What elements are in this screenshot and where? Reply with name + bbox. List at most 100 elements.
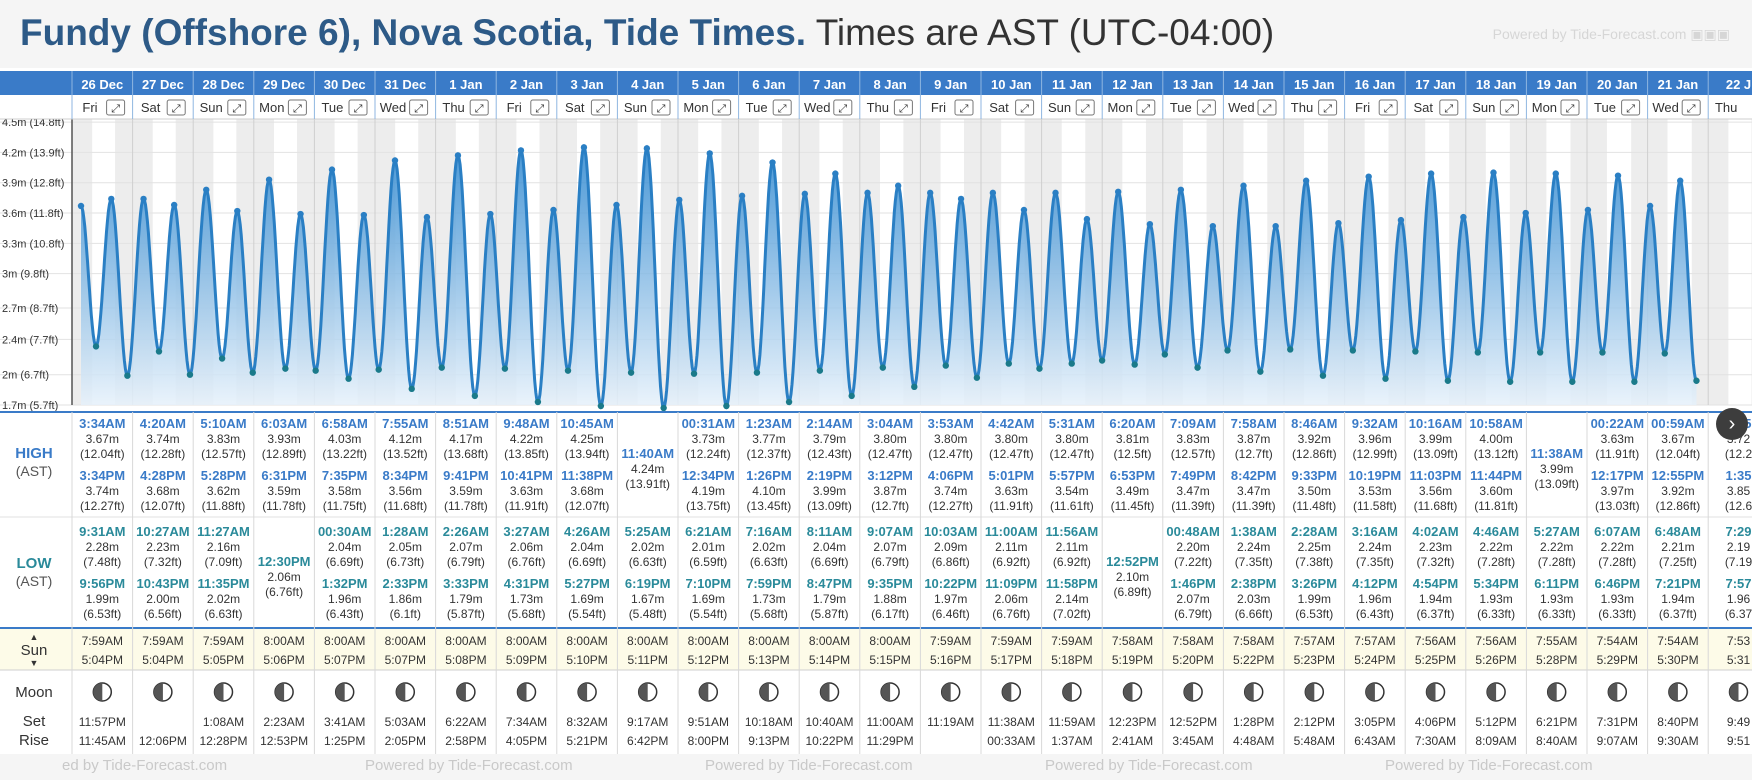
moon-shadow [638, 683, 648, 701]
tide-height-ft: (11.68ft) [1414, 499, 1458, 513]
scroll-right-arrow-icon[interactable]: › [1716, 408, 1748, 440]
tide-time: 1:38AM [1231, 524, 1277, 539]
tide-time: 5:01PM [989, 468, 1035, 483]
tide-height-ft: (12.43ft) [807, 447, 852, 461]
tide-time: 8:46AM [1291, 416, 1337, 431]
tide-time: 6:48AM [1655, 524, 1701, 539]
tide-height-m: 1.79m [449, 592, 482, 606]
moonset-time: 3:41AM [324, 715, 365, 729]
low-tide-point [186, 371, 194, 378]
tide-height-ft: (7.32ft) [1416, 555, 1454, 569]
moon-shadow [578, 683, 588, 701]
tide-height-ft: (12.04ft) [80, 447, 125, 461]
tide-time: 11:40AM [621, 446, 674, 461]
tide-time: 3:16AM [1352, 524, 1398, 539]
weekday-label: Sun [624, 100, 647, 115]
expand-icon [1196, 99, 1216, 116]
high-tide-point [454, 152, 462, 159]
tide-height-ft: (12.28ft) [141, 447, 186, 461]
tide-height-ft: (6.92ft) [992, 555, 1030, 569]
moon-shadow [1426, 683, 1436, 701]
moonset-time: 3:05PM [1354, 715, 1395, 729]
tide-time: 7:29 [1725, 524, 1751, 539]
sunset-time: 5:30PM [1657, 653, 1698, 667]
moonset-time: 11:59AM [1048, 715, 1095, 729]
high-tide-point [265, 176, 273, 183]
footer-powered-by: Powered by Tide-Forecast.com [1045, 757, 1253, 774]
date-label: 19 Jan [1536, 77, 1577, 92]
sunset-time: 5:12PM [688, 653, 729, 667]
tide-time: 2:19PM [807, 468, 853, 483]
tide-height-ft: (6.43ft) [1356, 607, 1394, 621]
tide-height-m: 4.12m [389, 432, 422, 446]
tide-height-ft: (6.69ft) [568, 555, 606, 569]
expand-arrow-icon: ⤢ [111, 103, 120, 115]
tide-height-ft: (11.75ft) [323, 499, 367, 513]
high-tide-point [706, 150, 713, 157]
tide-height-m: 4.22m [510, 432, 543, 446]
low-tide-point [438, 364, 445, 371]
moon-shadow [1547, 683, 1557, 701]
tide-height-ft: (12.86ft) [1656, 499, 1701, 513]
tide-height-m: 2.06m [995, 592, 1028, 606]
tide-time: 3:12PM [867, 468, 913, 483]
tide-height-ft: (6.79ft) [447, 555, 485, 569]
date-label: 28 Dec [203, 77, 245, 92]
tide-time: 7:57 [1725, 576, 1751, 591]
tide-time: 6:58AM [322, 416, 368, 431]
tide-height-ft: (12.7ft) [871, 499, 909, 513]
tide-time: 8:51AM [443, 416, 489, 431]
moon-shadow [335, 683, 345, 701]
moonset-time: 6:22AM [445, 715, 486, 729]
high-tide-point [77, 202, 85, 210]
tide-time: 8:34PM [383, 468, 429, 483]
tide-height-ft: (7.48ft) [83, 555, 121, 569]
tide-height-ft: (12.27ft) [80, 499, 125, 513]
tide-time: 12:55PM [1652, 468, 1705, 483]
sunrise-time: 8:00AM [445, 634, 486, 648]
tide-time: 8:47PM [807, 576, 853, 591]
tide-time: 00:31AM [682, 416, 735, 431]
high-tide-point [1272, 222, 1279, 230]
date-label: 11 Jan [1052, 77, 1092, 92]
moonrise-time: 9:51 [1727, 734, 1751, 748]
tide-time: 12:30PM [258, 554, 311, 569]
tide-height-ft: (11.39ft) [1232, 499, 1276, 513]
tide-height-m: 3.58m [328, 484, 361, 498]
tide-time: 9:56PM [80, 576, 126, 591]
tide-line [79, 143, 1698, 412]
tide-height-m: 3.79m [813, 432, 846, 446]
sunset-time: 5:15PM [869, 653, 910, 667]
sunrise-time: 7:59AM [203, 634, 244, 648]
high-tide-point [170, 201, 178, 209]
moon-shadow [396, 683, 406, 701]
expand-icon [348, 99, 368, 116]
moon-phase-icon [395, 682, 416, 702]
tide-height-ft: (7.38ft) [1295, 555, 1333, 569]
moonrise-time: 5:48AM [1294, 734, 1335, 748]
sunset-time: 5:11PM [627, 653, 667, 667]
high-tide-point [203, 186, 210, 193]
tide-time: 4:46AM [1473, 524, 1519, 539]
tide-time: 11:03PM [1409, 468, 1461, 483]
tide-height-ft: (6.46ft) [932, 607, 970, 621]
tide-time: 6:03AM [261, 416, 307, 431]
high-tide-point [989, 189, 997, 197]
expand-icon [469, 99, 489, 116]
tide-time: 9:41PM [443, 468, 489, 483]
sunrise-time: 7:59AM [82, 634, 123, 648]
low-tide-point [1506, 378, 1514, 385]
low-row-tz: (AST) [16, 573, 53, 589]
tide-time: 6:21AM [685, 524, 731, 539]
expand-arrow-icon: ⤢ [232, 103, 241, 115]
tide-height-ft: (6.79ft) [1174, 607, 1212, 621]
moonrise-time: 2:05PM [385, 734, 426, 748]
tide-height-m: 3.68m [146, 484, 179, 498]
tide-height-m: 2.01m [692, 540, 725, 554]
tide-time: 11:35PM [197, 576, 249, 591]
tide-height-m: 1.96 [1727, 592, 1751, 606]
moon-shadow [1305, 683, 1315, 701]
tide-height-ft: (13.75ft) [686, 499, 731, 513]
tide-height-ft: (11.81ft) [1474, 499, 1518, 513]
tide-height-m: 1.94m [1419, 592, 1452, 606]
